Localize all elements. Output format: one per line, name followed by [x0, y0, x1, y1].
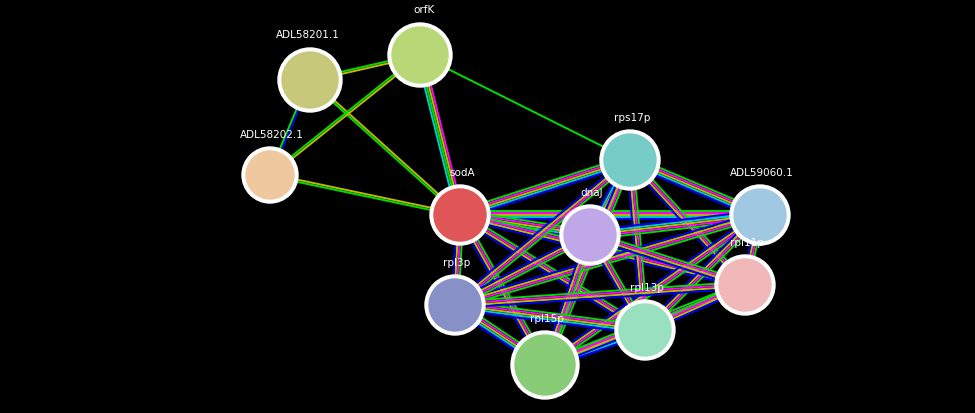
Circle shape — [434, 189, 486, 241]
Circle shape — [734, 189, 786, 241]
Text: rpl11p: rpl11p — [730, 238, 764, 248]
Circle shape — [425, 275, 485, 335]
Text: rpl3p: rpl3p — [444, 258, 471, 268]
Text: sodA: sodA — [449, 168, 475, 178]
Circle shape — [511, 331, 579, 399]
Circle shape — [430, 185, 490, 245]
Circle shape — [242, 147, 298, 203]
Circle shape — [560, 205, 620, 265]
Circle shape — [600, 130, 660, 190]
Circle shape — [278, 48, 342, 112]
Circle shape — [392, 27, 448, 83]
Circle shape — [388, 23, 452, 87]
Text: ADL59060.1: ADL59060.1 — [730, 168, 794, 178]
Circle shape — [515, 335, 575, 395]
Circle shape — [246, 151, 294, 199]
Circle shape — [619, 304, 671, 356]
Text: rpl15p: rpl15p — [530, 314, 564, 324]
Text: ADL58201.1: ADL58201.1 — [276, 30, 340, 40]
Text: orfK: orfK — [413, 5, 435, 15]
Circle shape — [564, 209, 616, 261]
Circle shape — [615, 300, 675, 360]
Circle shape — [282, 52, 338, 108]
Text: dnaJ: dnaJ — [581, 188, 604, 198]
Circle shape — [604, 134, 656, 186]
Circle shape — [715, 255, 775, 315]
Circle shape — [719, 259, 771, 311]
Text: rps17p: rps17p — [614, 113, 650, 123]
Circle shape — [429, 279, 481, 331]
Text: rpl13p: rpl13p — [630, 283, 664, 293]
Text: ADL58202.1: ADL58202.1 — [240, 130, 304, 140]
Circle shape — [730, 185, 790, 245]
